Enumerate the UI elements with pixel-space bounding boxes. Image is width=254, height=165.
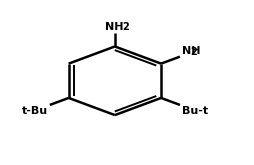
Text: t-Bu: t-Bu bbox=[22, 106, 48, 116]
Text: Bu-t: Bu-t bbox=[181, 106, 207, 116]
Text: NH: NH bbox=[104, 22, 123, 32]
Text: 2: 2 bbox=[189, 47, 196, 57]
Text: NH: NH bbox=[181, 46, 200, 56]
Text: 2: 2 bbox=[122, 22, 129, 32]
